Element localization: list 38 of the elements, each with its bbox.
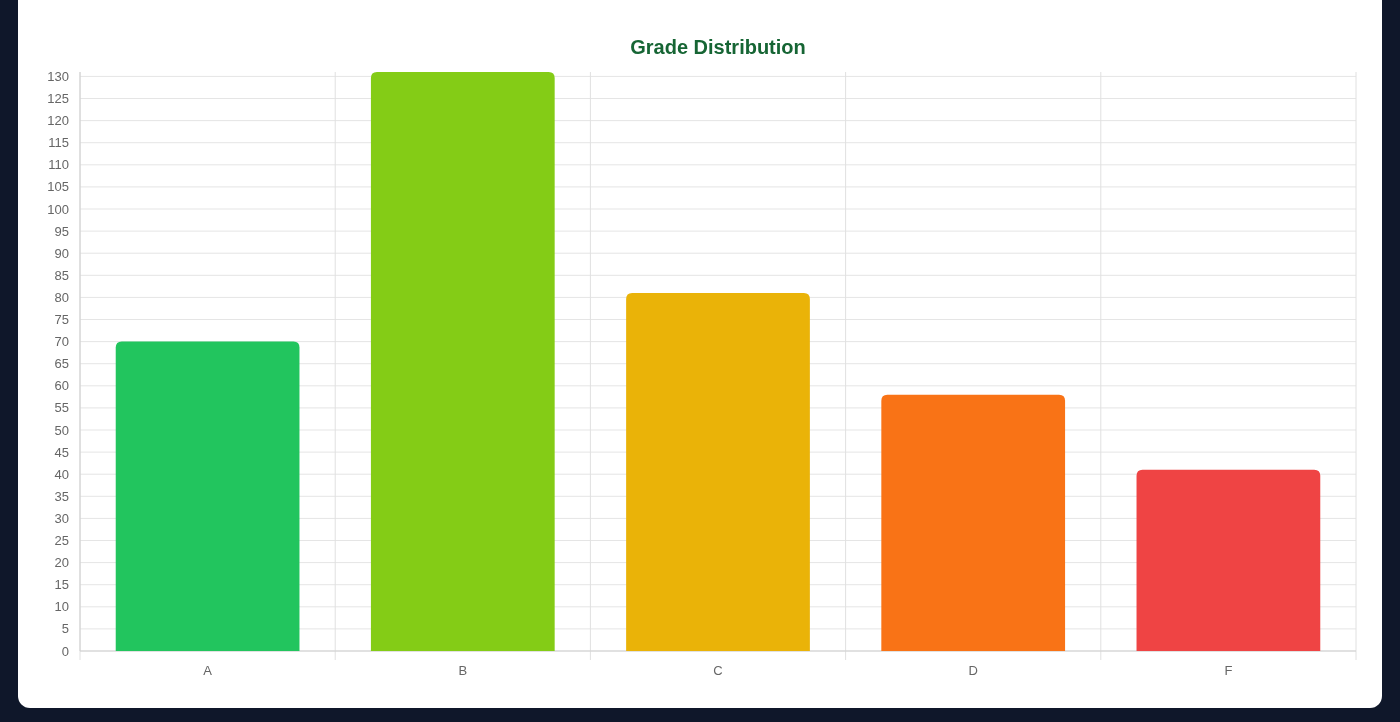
y-tick-label: 110 <box>48 157 69 173</box>
y-tick-label: 100 <box>47 201 69 217</box>
bar <box>881 394 1066 651</box>
x-tick-label: B <box>458 663 468 678</box>
x-tick-label: C <box>713 663 723 678</box>
y-tick-label: 35 <box>54 488 69 504</box>
y-tick-label: 90 <box>54 245 69 261</box>
y-tick-label: 10 <box>54 599 69 615</box>
x-tick-label: D <box>968 663 978 678</box>
y-tick-label: 0 <box>61 643 69 659</box>
y-tick-label: 75 <box>54 312 69 328</box>
bar <box>115 341 300 651</box>
y-tick-label: 105 <box>47 179 69 195</box>
bar <box>1136 469 1321 651</box>
y-tick-label: 95 <box>54 223 69 239</box>
bar <box>370 72 555 651</box>
y-tick-label: 130 <box>47 68 69 84</box>
y-tick-label: 5 <box>61 621 69 637</box>
y-tick-label: 60 <box>54 378 69 394</box>
y-tick-label: 55 <box>54 400 69 416</box>
y-tick-label: 50 <box>54 422 69 438</box>
y-tick-label: 115 <box>48 135 69 151</box>
y-tick-label: 70 <box>54 334 69 350</box>
y-tick-label: 30 <box>54 510 69 526</box>
y-tick-label: 120 <box>47 113 69 129</box>
y-tick-label: 65 <box>54 356 69 372</box>
y-tick-label: 15 <box>54 577 69 593</box>
y-tick-label: 125 <box>47 91 69 107</box>
y-tick-label: 80 <box>54 289 69 305</box>
y-tick-label: 40 <box>54 466 69 482</box>
bar <box>626 292 810 651</box>
y-tick-label: 45 <box>54 444 69 460</box>
x-tick-label: F <box>1224 663 1233 678</box>
x-tick-label: A <box>203 663 213 678</box>
y-tick-label: 25 <box>54 533 69 549</box>
chart-title: Grade Distribution <box>630 36 806 58</box>
y-tick-label: 20 <box>54 555 69 571</box>
y-tick-label: 85 <box>54 267 69 283</box>
